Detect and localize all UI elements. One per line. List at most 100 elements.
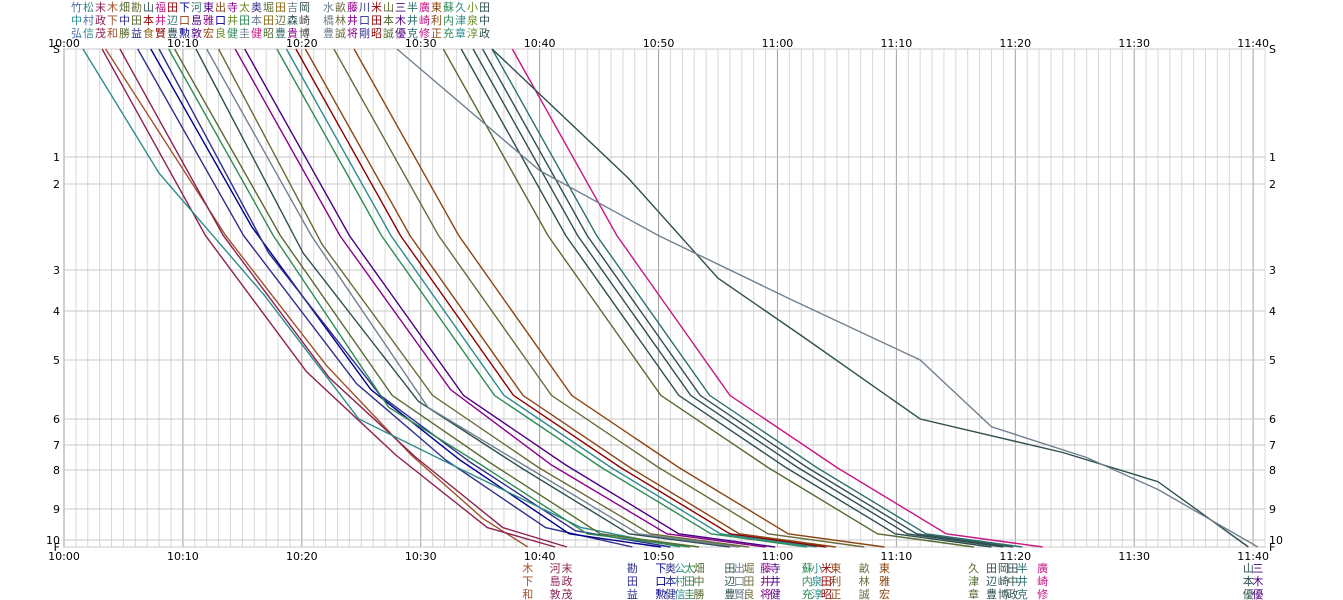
legend-entry: 泉	[467, 13, 478, 27]
end-label-char: 末	[561, 561, 572, 575]
series-line-24	[491, 48, 1023, 548]
legend-entry: 三	[395, 1, 406, 14]
legend-entry: 誠	[383, 27, 394, 40]
legend-entry: 豊	[167, 27, 178, 40]
legend-entry: 口	[359, 14, 370, 27]
legend-entry: 利	[431, 14, 442, 27]
end-label-char: 久	[968, 562, 979, 575]
legend-entry: 淳	[467, 26, 478, 40]
end-label-char: 昭	[821, 588, 832, 600]
legend-entry: 崎	[419, 13, 430, 27]
legend-entry: 博	[299, 27, 310, 40]
series-line-14	[276, 48, 808, 548]
end-label-char: 優	[1252, 588, 1263, 600]
legend-entry: 東	[431, 1, 442, 14]
end-label-char: 米	[821, 562, 832, 575]
y-tick-label-right: 3	[1269, 264, 1276, 277]
legend-entry: 奥	[251, 0, 262, 14]
end-label-char: 修	[1037, 587, 1048, 600]
x-tick-label-top: 11:30	[1118, 37, 1150, 50]
end-label-char: 下	[522, 575, 533, 588]
legend-entry: 井	[155, 13, 166, 27]
x-tick-label-top: 11:40	[1237, 37, 1269, 50]
legend-entry: 剛	[359, 27, 370, 40]
legend-entry: 木	[107, 1, 118, 14]
legend-entry: 弘	[71, 27, 82, 40]
end-label-char: 下	[655, 562, 666, 575]
y-axis-left: S 1 2 3 4 5 6 7 8 9 10F	[46, 43, 60, 554]
series-line-17	[304, 48, 836, 548]
legend-entry: 橋	[323, 13, 334, 27]
legend-entry: 雅	[203, 13, 214, 27]
legend-entry: 口	[179, 14, 190, 27]
legend-entry: 福	[155, 0, 166, 14]
y-tick-label-right: F	[1269, 541, 1275, 554]
legend-entry: 寺	[227, 1, 238, 14]
end-label-char: 正	[830, 588, 841, 600]
x-tick-label-top: 10:20	[286, 37, 318, 50]
legend-entry: 井	[407, 13, 418, 27]
end-label-char: 優	[1243, 588, 1254, 600]
y-tick-label-right: 1	[1269, 151, 1276, 164]
legend-entry: 畝	[335, 1, 346, 14]
y-tick-label-left: 9	[53, 503, 60, 516]
legend-entry: 松	[83, 0, 94, 14]
x-tick-label-top: 10:50	[643, 37, 675, 50]
end-label-char: 田	[986, 562, 997, 575]
legend-entry: 川	[359, 1, 370, 14]
legend-entry: 本	[251, 13, 262, 27]
legend-entry: 内	[443, 13, 454, 27]
series-line-9	[195, 48, 730, 548]
legend-entry: 辺	[167, 14, 178, 27]
legend-entry: 誠	[335, 27, 346, 40]
end-label-char: 口	[734, 575, 745, 588]
x-tick-label-bottom: 10:50	[643, 550, 675, 563]
legend-entry: 末	[95, 0, 106, 14]
end-label-char: 井	[1017, 574, 1028, 588]
y-tick-label-right: 8	[1269, 464, 1276, 477]
end-label-char: 益	[627, 587, 638, 600]
end-label-char: 賢	[734, 588, 745, 600]
legend-entry: 優	[395, 27, 406, 40]
end-label-char: 本	[1243, 574, 1254, 588]
end-label-char: 田	[627, 575, 638, 588]
end-label-char: 木	[1252, 575, 1263, 588]
y-tick-label-right: 9	[1269, 503, 1276, 516]
legend-entry: 半	[407, 0, 418, 14]
legend-entry: 中	[119, 14, 130, 27]
legend-entry: 勝	[119, 26, 130, 40]
legend-entry: 中	[71, 14, 82, 27]
end-label-char: 良	[743, 587, 754, 600]
legend-entry: 修	[419, 26, 430, 40]
legend-entry: 貴	[287, 26, 298, 40]
legend-entry: 健	[227, 27, 238, 40]
legend-entry: 井	[227, 13, 238, 27]
series-line-22	[472, 48, 1004, 548]
legend-entry: 口	[215, 14, 226, 27]
legend-entry: 中	[479, 14, 490, 27]
end-label-char: 章	[968, 587, 979, 600]
x-tick-label-bottom: 11:10	[881, 550, 913, 563]
series-line-1	[101, 48, 556, 548]
legend-entry: 健	[251, 27, 262, 40]
legend-entry: 太	[239, 1, 250, 14]
legend-entry: 豊	[323, 27, 334, 40]
legend-entry: 充	[443, 26, 454, 40]
series-line-23	[481, 48, 1013, 548]
end-label-char: 津	[968, 575, 979, 588]
end-label-char: 公	[674, 562, 685, 575]
y-tick-label-left: S	[53, 43, 60, 56]
end-label-char: 充	[802, 587, 813, 600]
series-line-21	[460, 48, 992, 548]
legend-entry: 堀	[263, 1, 274, 14]
legend-entry: 岡	[299, 1, 310, 14]
end-label-char: 信	[674, 588, 685, 600]
end-label-char: 半	[1017, 561, 1028, 575]
series-line-25	[511, 48, 1043, 548]
y-tick-label-left: 10	[46, 534, 60, 547]
legend-entry: 島	[191, 13, 202, 27]
legend-entry: 勘	[131, 1, 142, 14]
legend-entry: 将	[347, 27, 358, 40]
legend-entry: 益	[131, 26, 142, 40]
end-label-char: 岡	[998, 562, 1009, 575]
